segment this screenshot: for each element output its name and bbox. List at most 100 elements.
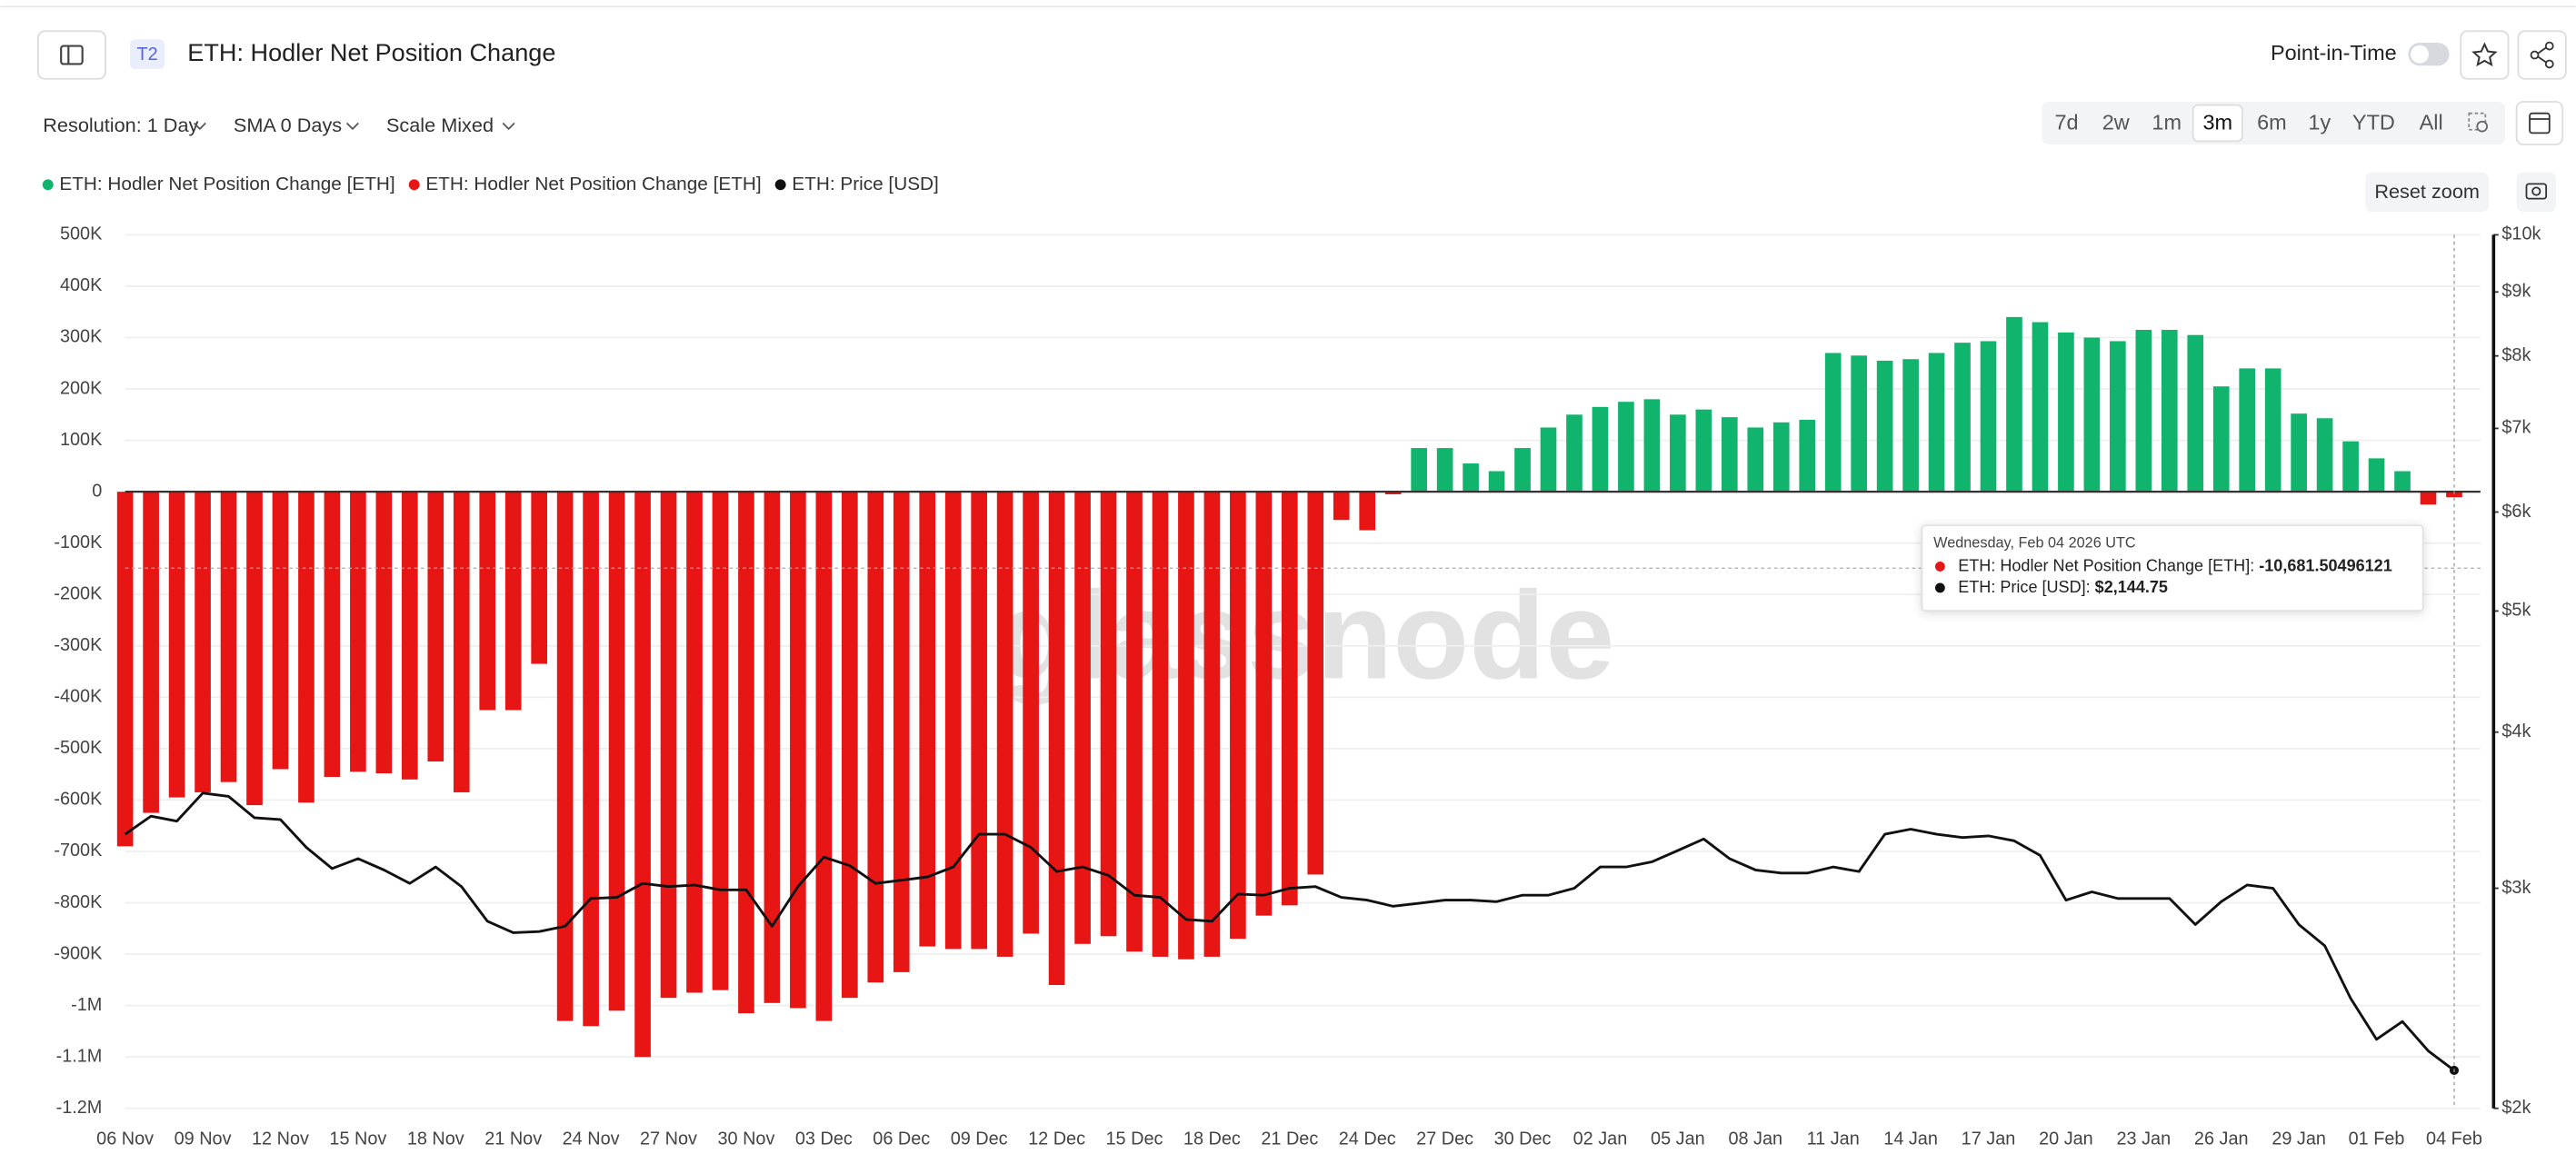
bar bbox=[2187, 334, 2204, 492]
bar bbox=[2420, 492, 2437, 505]
bar bbox=[1824, 353, 1842, 492]
button-frame bbox=[2515, 101, 2564, 145]
bar bbox=[1488, 471, 1505, 492]
tier-tag: T2 bbox=[136, 45, 157, 65]
bar bbox=[1307, 492, 1324, 875]
x-tick-label: 21 Nov bbox=[484, 1129, 542, 1149]
x-tick-label: 15 Dec bbox=[1106, 1129, 1163, 1149]
bar bbox=[2058, 332, 2074, 492]
x-tick-label: 17 Jan bbox=[1962, 1129, 2016, 1149]
y-tick-label: -500K bbox=[54, 738, 103, 758]
x-tick-label: 09 Nov bbox=[175, 1129, 232, 1149]
resolution-dropdown[interactable]: Resolution: 1 Day bbox=[43, 114, 206, 136]
bar bbox=[1618, 402, 1634, 492]
bar bbox=[1876, 360, 1893, 492]
x-tick-label: 06 Dec bbox=[873, 1129, 930, 1149]
icon bbox=[2468, 112, 2487, 131]
bar bbox=[2135, 330, 2152, 492]
tooltip: Wednesday, Feb 04 2026 UTC ETH: Hodler N… bbox=[1921, 524, 2424, 612]
legend-item[interactable]: ETH: Price [USD] bbox=[774, 174, 939, 194]
share-button[interactable] bbox=[2517, 30, 2567, 80]
bar bbox=[1048, 492, 1065, 986]
range-button[interactable]: 1m bbox=[2152, 111, 2182, 134]
scale-dropdown[interactable]: Scale Mixed bbox=[386, 114, 515, 136]
range-button[interactable]: YTD bbox=[2352, 111, 2395, 134]
x-tick-label: 27 Nov bbox=[640, 1129, 697, 1149]
x-tick-label: 02 Jan bbox=[1573, 1129, 1628, 1149]
x-tick-label: 14 Jan bbox=[1883, 1129, 1938, 1149]
sidebar-button[interactable] bbox=[36, 30, 106, 80]
chevron bbox=[345, 122, 359, 131]
point-in-time-toggle[interactable] bbox=[2408, 42, 2450, 66]
x-tick-label: 15 Nov bbox=[329, 1129, 386, 1149]
bar bbox=[1384, 492, 1402, 494]
legend-label: ETH: Hodler Net Position Change [ETH] bbox=[59, 174, 394, 194]
bar bbox=[1670, 414, 1686, 492]
sma-dropdown[interactable]: SMA 0 Days bbox=[234, 114, 359, 136]
bar bbox=[815, 492, 833, 1021]
reset-zoom-button[interactable]: Reset zoom bbox=[2365, 172, 2489, 213]
y-tick-label: -600K bbox=[54, 790, 103, 810]
bar bbox=[2368, 458, 2385, 492]
y-tick-label: -200K bbox=[54, 583, 103, 603]
calendar-button[interactable] bbox=[2515, 101, 2564, 145]
y2-tick-label: $9k bbox=[2501, 282, 2531, 302]
tooltip-value: -10,681.50496121 bbox=[2259, 556, 2392, 574]
x-tick-label: 08 Jan bbox=[1728, 1129, 1782, 1149]
range-button[interactable]: 3m bbox=[2192, 104, 2243, 143]
bar bbox=[1436, 448, 1453, 492]
bar bbox=[634, 492, 651, 1058]
bar bbox=[1928, 353, 1945, 492]
legend-label: ETH: Price [USD] bbox=[792, 174, 939, 194]
range-button[interactable]: All bbox=[2420, 111, 2443, 134]
legend-item[interactable]: ETH: Hodler Net Position Change [ETH] bbox=[408, 174, 762, 194]
range-button[interactable]: 7d bbox=[2054, 111, 2078, 134]
bar bbox=[195, 492, 211, 792]
bar bbox=[2291, 413, 2307, 492]
y2-tick-label: $3k bbox=[2501, 878, 2531, 898]
icon bbox=[2529, 112, 2551, 134]
icon bbox=[2531, 186, 2541, 196]
bar bbox=[1023, 492, 1039, 934]
tooltip-value: $2,144.75 bbox=[2095, 578, 2168, 596]
page-title: ETH: Hodler Net Position Change bbox=[187, 38, 555, 66]
bar bbox=[1695, 409, 1712, 492]
y2-tick-label: $7k bbox=[2501, 418, 2531, 438]
bar bbox=[1333, 492, 1350, 521]
favorite-button[interactable] bbox=[2460, 30, 2510, 80]
bar bbox=[1152, 492, 1169, 957]
bar bbox=[2006, 316, 2022, 492]
x-tick-label: 20 Jan bbox=[2039, 1129, 2093, 1149]
tooltip-swatch bbox=[1934, 561, 1945, 572]
legend-swatch bbox=[42, 179, 54, 191]
plot-area: 500K 400K 300K 200K 100K 0 -100K -200K -300K -400… bbox=[54, 224, 2541, 1149]
tooltip-row: ETH: Hodler Net Position Change [ETH]: -… bbox=[1958, 556, 2392, 574]
bar bbox=[790, 492, 806, 1009]
share-icon bbox=[2537, 46, 2547, 64]
bar bbox=[479, 492, 496, 711]
bar bbox=[2083, 337, 2101, 492]
screenshot-button[interactable] bbox=[2516, 172, 2556, 213]
x-tick-label: 04 Feb bbox=[2426, 1129, 2482, 1149]
bar bbox=[1514, 448, 1531, 492]
range-buttons: 7d 2w 1m 3m 6m 1y YTD All bbox=[2054, 104, 2443, 143]
bar bbox=[116, 492, 134, 847]
range-label: All bbox=[2420, 111, 2443, 134]
bar bbox=[738, 492, 754, 1014]
bar bbox=[531, 492, 547, 664]
bar bbox=[1980, 341, 1997, 492]
bar bbox=[1359, 492, 1376, 531]
y-tick-label: 200K bbox=[60, 378, 103, 398]
range-button[interactable]: 2w bbox=[2102, 111, 2131, 134]
legend-item[interactable]: ETH: Hodler Net Position Change [ETH] bbox=[42, 174, 395, 194]
bar bbox=[1954, 343, 1971, 492]
range-button[interactable]: 6m bbox=[2257, 111, 2287, 134]
icon bbox=[60, 45, 84, 65]
range-button[interactable]: 1y bbox=[2308, 111, 2331, 134]
zoom-select-button[interactable] bbox=[2468, 112, 2489, 133]
bar bbox=[2316, 418, 2333, 492]
bar bbox=[427, 492, 444, 762]
bar bbox=[841, 492, 858, 999]
chevron bbox=[502, 122, 515, 131]
